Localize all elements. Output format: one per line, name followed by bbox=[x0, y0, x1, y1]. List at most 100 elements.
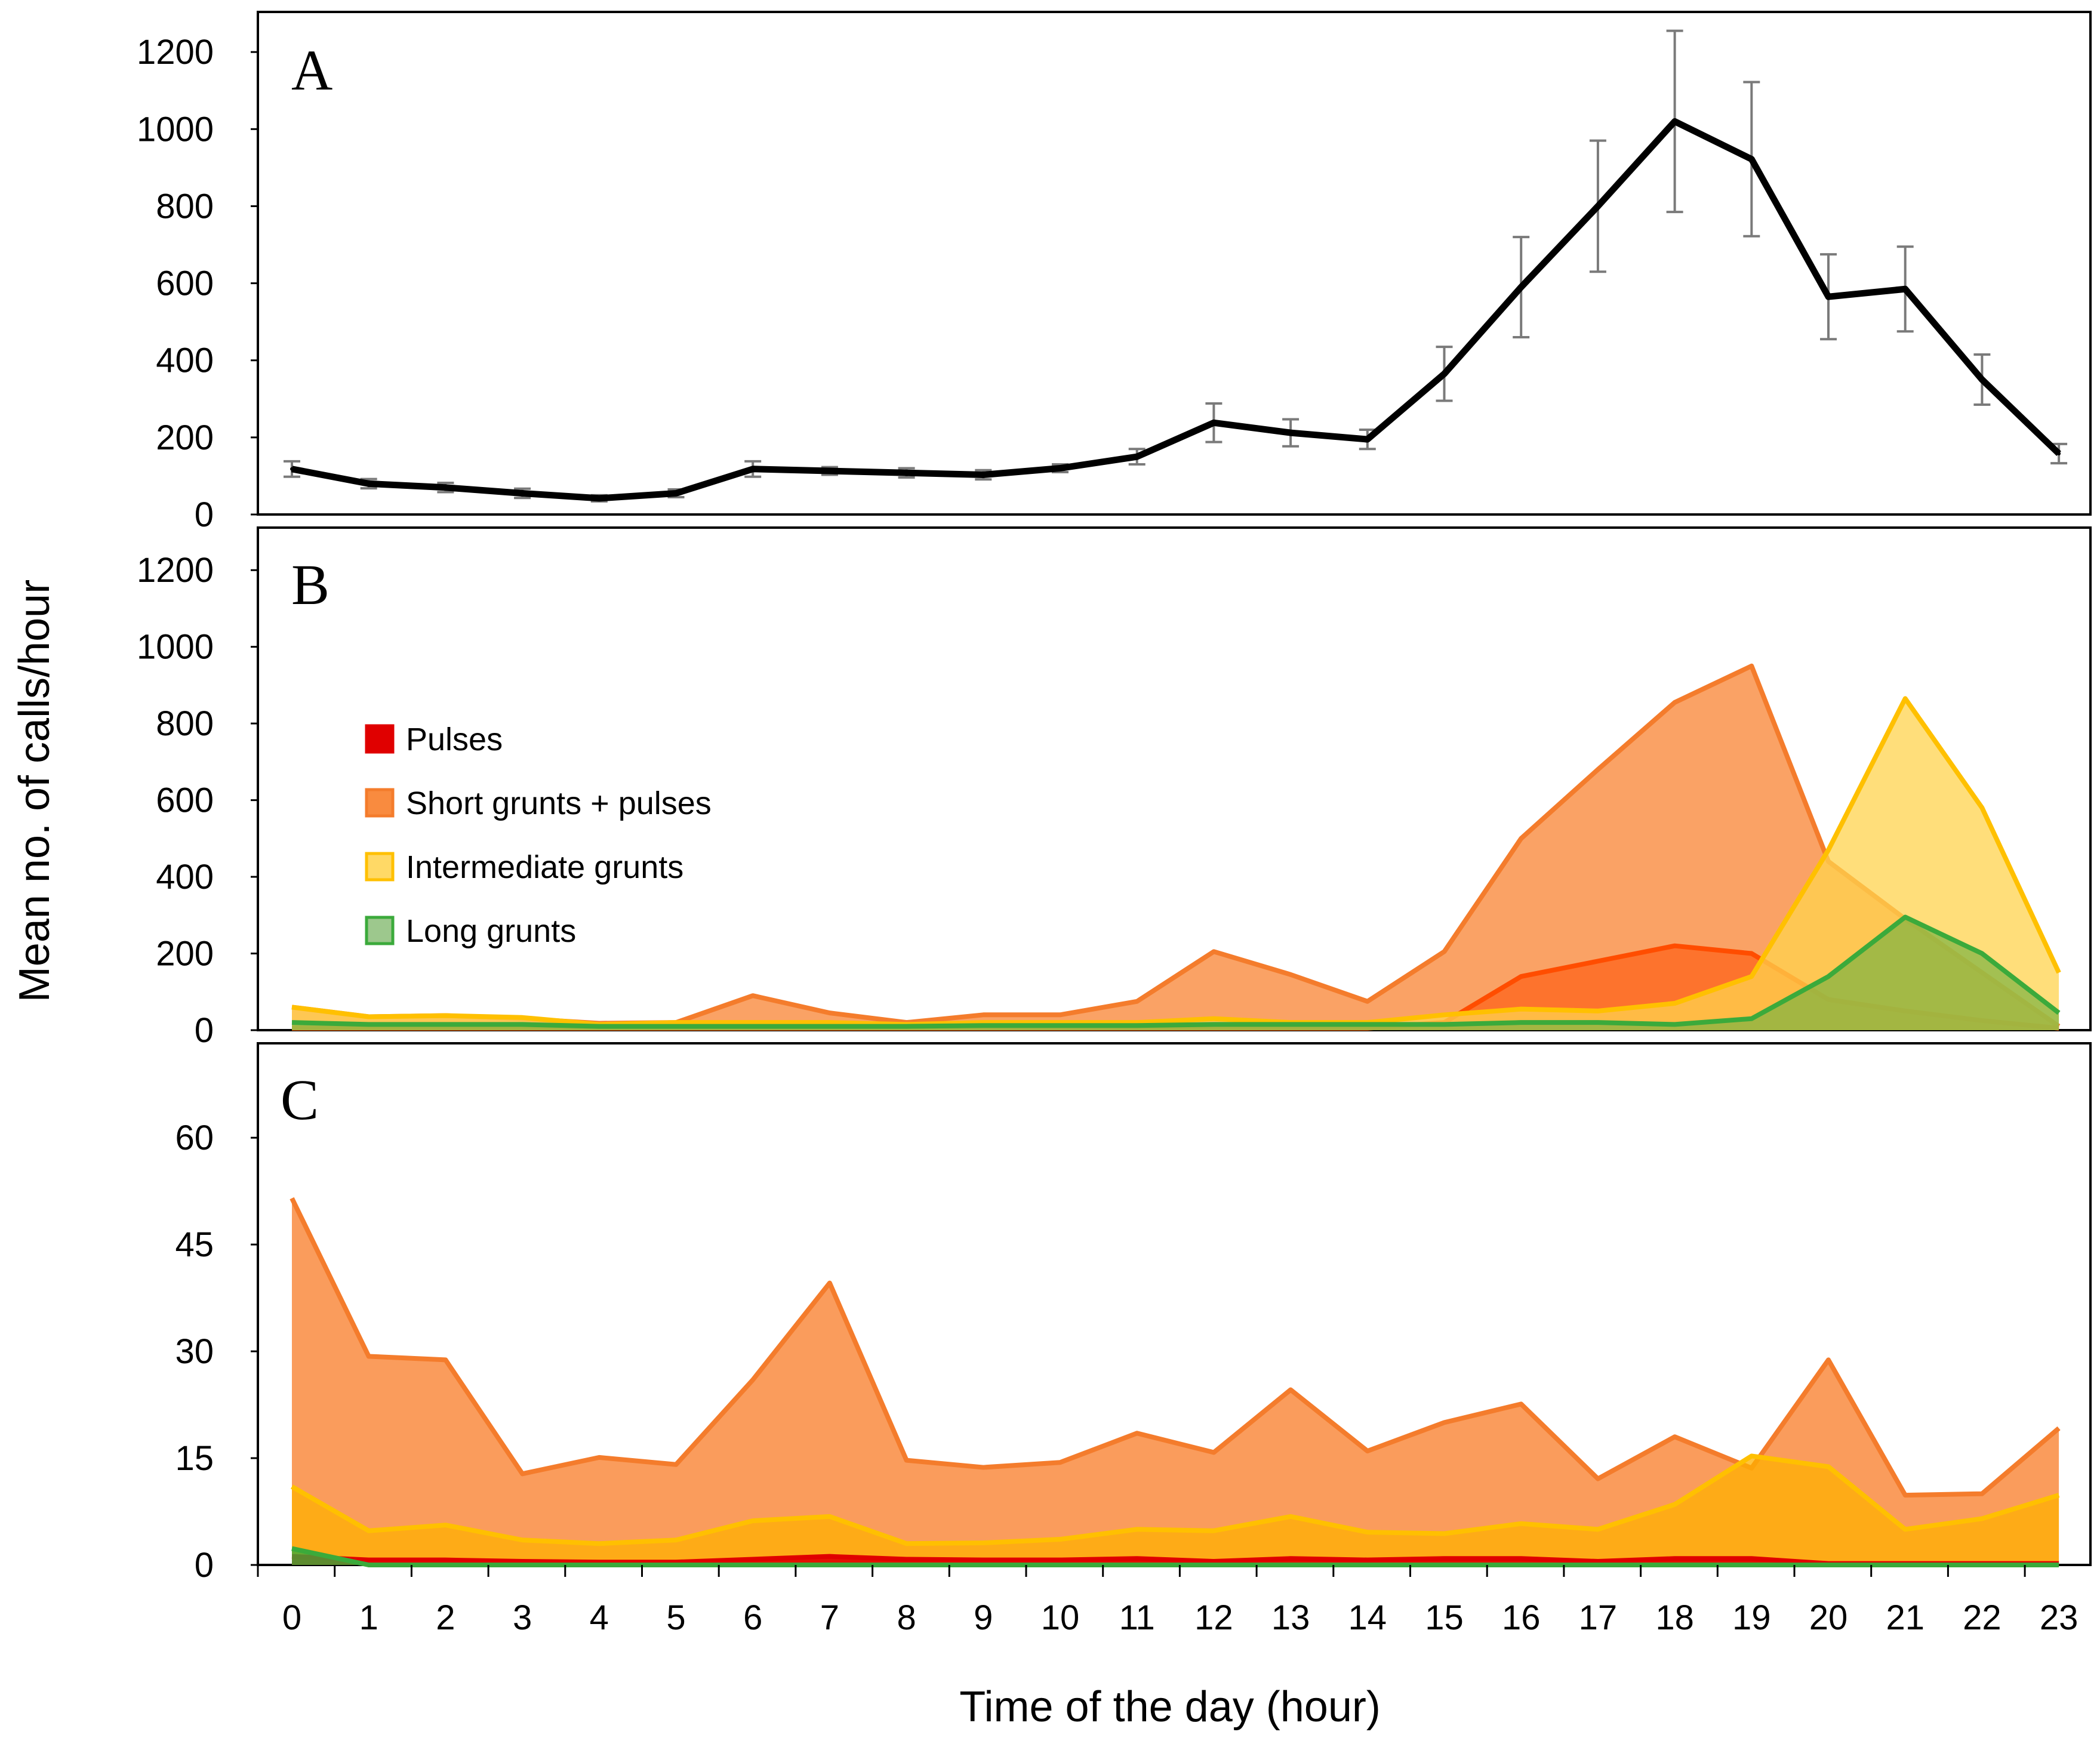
x-tick-label: 6 bbox=[743, 1598, 762, 1637]
data-point bbox=[674, 491, 678, 495]
data-point bbox=[444, 485, 448, 489]
panel-a-frame bbox=[257, 11, 2092, 516]
panel-c-label: C bbox=[281, 1068, 319, 1132]
y-tick-label: 60 bbox=[175, 1118, 214, 1157]
panel-b-legend: Pulses Short grunts + pulses Intermediate … bbox=[365, 722, 712, 949]
y-tick-label: 800 bbox=[156, 187, 214, 226]
area-intermediate-grunts bbox=[292, 1456, 2059, 1565]
x-tick-label: 9 bbox=[974, 1598, 993, 1637]
panel-a-label: A bbox=[291, 38, 332, 102]
data-point bbox=[1289, 431, 1293, 435]
x-tick-label: 12 bbox=[1194, 1598, 1233, 1637]
y-tick-label: 15 bbox=[175, 1439, 214, 1478]
panel-a-error-bars bbox=[284, 29, 2068, 503]
x-tick-label: 13 bbox=[1271, 1598, 1310, 1637]
x-tick-label: 18 bbox=[1655, 1598, 1694, 1637]
data-point bbox=[1519, 285, 1523, 289]
y-tick-label: 1000 bbox=[137, 110, 214, 149]
x-tick-label: 15 bbox=[1425, 1598, 1464, 1637]
legend-label: Long grunts bbox=[406, 913, 576, 949]
legend-label: Short grunts + pulses bbox=[406, 785, 712, 821]
y-tick-label: 0 bbox=[195, 1011, 214, 1050]
y-tick-label: 0 bbox=[195, 1546, 214, 1585]
panel-b-y-axis: 0 200 400 600 800 1000 1200 bbox=[137, 551, 258, 1050]
data-point bbox=[1673, 119, 1677, 124]
x-tick-label: 16 bbox=[1502, 1598, 1541, 1637]
data-point bbox=[1980, 378, 1984, 382]
x-tick-label: 17 bbox=[1579, 1598, 1618, 1637]
area-edge-pulses bbox=[291, 1554, 2059, 1566]
data-point bbox=[1903, 287, 1907, 291]
data-point bbox=[2057, 451, 2061, 455]
panel-c-series bbox=[290, 1197, 2061, 1567]
y-axis-title: Mean no. of calls/hour bbox=[11, 580, 58, 1002]
legend-label: Intermediate grunts bbox=[406, 849, 683, 885]
area-edge-long-grunts bbox=[291, 1546, 2059, 1567]
area-edge-intermediate-grunts bbox=[291, 696, 2061, 1027]
x-tick-label: 0 bbox=[282, 1598, 301, 1637]
x-tick-label: 8 bbox=[897, 1598, 916, 1637]
data-point bbox=[1442, 372, 1446, 376]
legend-swatch bbox=[365, 724, 395, 754]
y-tick-label: 200 bbox=[156, 418, 214, 457]
panel-a: A 0 200 400 600 800 1000 1200 bbox=[137, 11, 2092, 534]
x-tick-label: 20 bbox=[1809, 1598, 1848, 1637]
legend-label: Pulses bbox=[406, 722, 503, 757]
area-edge-long-grunts bbox=[291, 914, 2061, 1029]
x-tick-label: 2 bbox=[436, 1598, 455, 1637]
y-tick-label: 400 bbox=[156, 341, 214, 380]
y-tick-label: 600 bbox=[156, 781, 214, 820]
legend-swatch bbox=[365, 916, 395, 945]
data-point bbox=[1827, 295, 1830, 299]
data-point bbox=[904, 471, 909, 475]
legend-swatch bbox=[365, 788, 395, 818]
x-tick-label: 1 bbox=[359, 1598, 378, 1637]
x-tick-label: 4 bbox=[590, 1598, 609, 1637]
area-edge-short-grunts-pulses bbox=[290, 1197, 2061, 1498]
panel-b: B 0 200 400 600 800 1000 1200 Pulses Short grun… bbox=[137, 526, 2092, 1050]
legend-swatch bbox=[365, 852, 395, 882]
data-point bbox=[751, 467, 755, 471]
y-tick-label: 1000 bbox=[137, 628, 214, 667]
data-point bbox=[597, 496, 601, 500]
area-short-grunts-pulses bbox=[292, 665, 2059, 1030]
panel-b-label: B bbox=[291, 553, 330, 617]
panel-a-series bbox=[290, 118, 2061, 502]
x-tick-label: 14 bbox=[1348, 1598, 1387, 1637]
data-point bbox=[1058, 466, 1062, 470]
y-tick-label: 1200 bbox=[137, 33, 214, 72]
series-line-total-calls bbox=[291, 118, 2061, 502]
x-tick-label: 23 bbox=[2040, 1598, 2079, 1637]
x-tick-label: 5 bbox=[666, 1598, 685, 1637]
x-tick-label: 19 bbox=[1732, 1598, 1771, 1637]
area-edge-intermediate-grunts bbox=[291, 1453, 2060, 1546]
data-point bbox=[290, 467, 294, 471]
y-tick-label: 30 bbox=[175, 1332, 214, 1371]
x-tick-label: 3 bbox=[513, 1598, 532, 1637]
data-point bbox=[1135, 455, 1139, 459]
area-long-grunts bbox=[292, 917, 2059, 1030]
x-tick-label: 10 bbox=[1041, 1598, 1080, 1637]
x-tick-label: 21 bbox=[1886, 1598, 1925, 1637]
panel-c-y-axis: 0 15 30 45 60 bbox=[175, 1118, 258, 1585]
x-tick-label: 11 bbox=[1119, 1598, 1155, 1637]
y-tick-label: 45 bbox=[175, 1225, 214, 1264]
x-tick-label: 7 bbox=[820, 1598, 839, 1637]
data-point bbox=[1212, 421, 1216, 425]
data-point bbox=[1596, 204, 1600, 208]
y-tick-label: 600 bbox=[156, 264, 214, 303]
y-tick-label: 400 bbox=[156, 858, 214, 896]
panel-a-y-axis: 0 200 400 600 800 1000 1200 bbox=[137, 33, 258, 534]
panel-b-series bbox=[291, 663, 2061, 1031]
area-short-grunts-pulses bbox=[292, 1198, 2059, 1565]
data-point bbox=[981, 473, 986, 477]
data-point bbox=[827, 469, 832, 473]
y-tick-label: 800 bbox=[156, 704, 214, 743]
data-point bbox=[367, 482, 371, 486]
data-point bbox=[521, 491, 525, 495]
y-tick-label: 200 bbox=[156, 935, 214, 973]
x-axis: 0 1 2 3 4 5 6 7 8 9 10 11 12 13 14 15 16 17 18 19 20 21 22 23 bbox=[257, 1565, 2079, 1637]
data-point bbox=[1750, 157, 1754, 161]
